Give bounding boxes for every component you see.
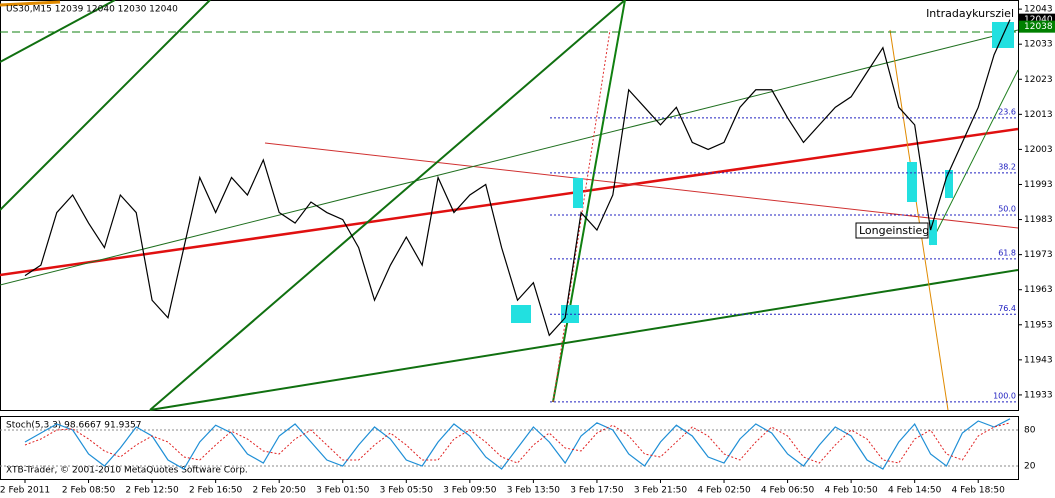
fibo-label: 23.6 — [998, 107, 1016, 116]
trendline — [552, 0, 626, 403]
y-tick-label: 12023 — [1024, 75, 1053, 85]
highlight-box — [511, 305, 531, 323]
trendline — [0, 0, 61, 7]
stoch-line — [24, 422, 1011, 464]
price-label: 12038 — [1024, 22, 1053, 32]
y-tick-label: 20 — [1024, 462, 1036, 472]
price-line — [24, 19, 1011, 337]
fibo-label: 50.0 — [998, 204, 1016, 213]
highlight-box — [945, 170, 953, 198]
highlight-box — [929, 220, 937, 245]
annotation: Longeinstieg — [859, 224, 929, 237]
price-pane — [0, 0, 1019, 411]
y-tick-label: 11963 — [1024, 285, 1053, 295]
x-tick-label: 3 Feb 01:50 — [316, 486, 370, 496]
y-tick-label: 80 — [1024, 426, 1036, 436]
y-tick-label: 12003 — [1024, 145, 1053, 155]
trendline — [889, 29, 949, 411]
trendline — [149, 269, 1019, 411]
x-tick-label: 4 Feb 10:50 — [824, 486, 878, 496]
indicator-title: Stoch(5,3,3) 98.6667 91.9357 — [6, 421, 141, 431]
x-tick-label: 2 Feb 20:50 — [253, 486, 307, 496]
x-tick-label: 3 Feb 09:50 — [443, 486, 497, 496]
x-tick-label: 3 Feb 17:50 — [570, 486, 624, 496]
y-tick-label: 11983 — [1024, 215, 1053, 225]
trendlines — [0, 0, 1019, 411]
price-label: 12040 — [1024, 15, 1053, 25]
x-tick-label: 4 Feb 18:50 — [952, 486, 1006, 496]
fibo-label: 76.4 — [998, 304, 1016, 313]
trendline — [0, 0, 211, 211]
x-tick-label: 4 Feb 02:50 — [697, 486, 751, 496]
y-tick-label: 11953 — [1024, 320, 1053, 330]
footer: XTB-Trader, © 2001-2010 MetaQuotes Softw… — [6, 466, 248, 476]
x-tick-label: 2 Feb 2011 — [0, 486, 50, 496]
x-tick-label: 2 Feb 08:50 — [62, 486, 116, 496]
y-tick-label: 12043 — [1024, 5, 1053, 15]
trendline — [0, 0, 116, 63]
x-tick-label: 2 Feb 16:50 — [189, 486, 243, 496]
y-tick-label: 11973 — [1024, 250, 1053, 260]
fibo-label: 100.0 — [993, 391, 1016, 400]
x-tick-label: 4 Feb 14:50 — [888, 486, 942, 496]
y-tick-label: 11933 — [1024, 390, 1053, 400]
annotation: Intradaykursziel — [926, 7, 1014, 20]
fibo-label: 38.2 — [998, 162, 1016, 171]
trendline — [552, 29, 611, 403]
trendline — [264, 142, 1019, 229]
trendline — [0, 127, 1019, 277]
price-label-bg — [1019, 20, 1055, 33]
trendline — [0, 29, 1019, 286]
y-tick-label: 11943 — [1024, 355, 1053, 365]
fibo-label: 61.8 — [998, 248, 1016, 257]
y-tick-label: 12013 — [1024, 110, 1053, 120]
y-tick-label: 11993 — [1024, 180, 1053, 190]
x-tick-label: 3 Feb 13:50 — [507, 486, 561, 496]
annotation-box — [855, 222, 929, 239]
stoch-line — [24, 418, 1011, 470]
highlight-box — [573, 178, 583, 208]
x-tick-label: 4 Feb 06:50 — [761, 486, 815, 496]
trendline — [929, 69, 1019, 246]
x-tick-label: 3 Feb 05:50 — [380, 486, 434, 496]
x-tick-label: 3 Feb 21:50 — [634, 486, 688, 496]
x-tick-label: 2 Feb 12:50 — [125, 486, 179, 496]
indicator-pane — [0, 416, 1019, 480]
trendline — [149, 0, 626, 411]
chart-title: US30,M15 12039 12040 12030 12040 — [6, 5, 178, 15]
highlight-box — [907, 162, 917, 202]
y-tick-label: 12033 — [1024, 40, 1053, 50]
